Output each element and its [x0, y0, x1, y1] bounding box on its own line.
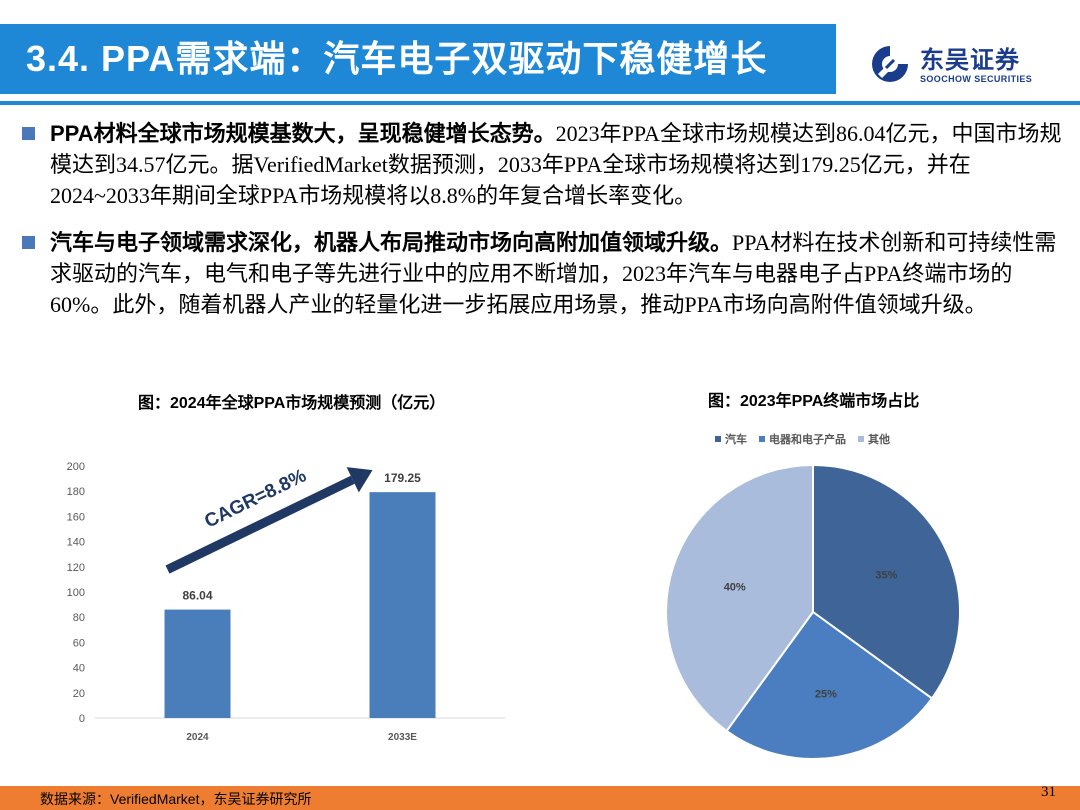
bar-data-label: 86.04: [182, 589, 212, 603]
y-tick-label: 140: [67, 537, 85, 549]
page-number: 31: [1041, 784, 1056, 800]
bar-2024: [164, 609, 231, 718]
bullet-text: PPA材料全球市场规模基数大，呈现稳健增长态势。2023年PPA全球市场规模达到…: [50, 118, 1062, 211]
bar-data-label: 179.25: [384, 471, 421, 485]
legend-entry: 电器和电子产品: [769, 432, 846, 446]
y-tick-label: 40: [73, 663, 85, 675]
x-tick-label: 2024: [186, 732, 209, 743]
logo-name-en: SOOCHOW SECURITIES: [920, 74, 1033, 84]
pie-slice-其他: [665, 463, 814, 733]
title-bar: 3.4. PPA需求端：汽车电子双驱动下稳健增长: [0, 24, 836, 94]
data-source: 数据来源：VerifiedMarket，东吴证券研究所: [40, 791, 312, 807]
soochow-logo-icon: [872, 46, 908, 82]
bullet-text: 汽车与电子领域需求深化，机器人布局推动市场向高附加值领域升级。PPA材料在技术创…: [50, 227, 1062, 320]
pie-data-label: 40%: [724, 582, 746, 594]
y-tick-label: 180: [67, 486, 85, 498]
pie-chart: 汽车 电器和电子产品 其他 35% 25% 40%: [665, 432, 961, 760]
y-tick-label: 160: [67, 511, 85, 523]
bar-chart: 0 20 40 60 80 100 120 140 160 180 200 86.04 2024 179.…: [67, 461, 505, 743]
legend-entry: 汽车: [725, 432, 747, 446]
pie-data-label: 25%: [815, 688, 837, 700]
y-tick-label: 80: [73, 612, 85, 624]
bullet-demand: 汽车与电子领域需求深化，机器人布局推动市场向高附加值领域升级。PPA材料在技术创…: [22, 227, 1062, 353]
pie-slice-汽车: [812, 463, 961, 700]
bullet-market-size: PPA材料全球市场规模基数大，呈现稳健增长态势。2023年PPA全球市场规模达到…: [22, 118, 1062, 214]
cagr-arrow-head: [346, 467, 373, 493]
bullet-square-icon: [22, 236, 35, 249]
bullet-square-icon: [22, 127, 35, 140]
y-tick-label: 0: [79, 713, 85, 725]
bullet-heading: 汽车与电子领域需求深化，机器人布局推动市场向高附加值领域升级。: [50, 230, 733, 255]
y-tick-label: 20: [73, 688, 85, 700]
y-tick-label: 120: [67, 562, 85, 574]
cagr-arrow-shaft: [165, 475, 355, 574]
page-title: 3.4. PPA需求端：汽车电子双驱动下稳健增长: [26, 38, 768, 79]
legend-swatch: [715, 436, 721, 442]
x-tick-label: 2033E: [388, 732, 417, 743]
logo-name-cn: 东吴证券: [920, 47, 1020, 74]
brand-logo: 东吴证券 SOOCHOW SECURITIES: [868, 40, 1058, 90]
pie-data-label: 35%: [875, 570, 897, 582]
bar-chart-title: 图：2024年全球PPA市场规模预测（亿元）: [138, 395, 446, 412]
y-tick-label: 200: [67, 461, 85, 473]
header-divider: [0, 101, 1080, 105]
bullet-body: 2023年PPA全球市场规模达到86.04亿元，中国市场规模达到34.57亿元。…: [50, 121, 1062, 208]
bullet-heading: PPA材料全球市场规模基数大，呈现稳健增长态势。: [50, 121, 556, 146]
pie-slice-电器和电子产品: [725, 610, 934, 760]
legend-swatch: [759, 436, 765, 442]
pie-chart-title: 图：2023年PPA终端市场占比: [708, 393, 920, 410]
y-tick-label: 60: [73, 637, 85, 649]
y-tick-label: 100: [67, 587, 85, 599]
legend-entry: 其他: [868, 432, 890, 446]
legend-swatch: [858, 436, 864, 442]
bullet-body: PPA材料在技术创新和可持续性需求驱动的汽车，电气和电子等先进行业中的应用不断增…: [50, 230, 1057, 317]
bar-2033E: [369, 492, 436, 718]
footer-bar: 数据来源：VerifiedMarket，东吴证券研究所 31: [0, 784, 1080, 810]
